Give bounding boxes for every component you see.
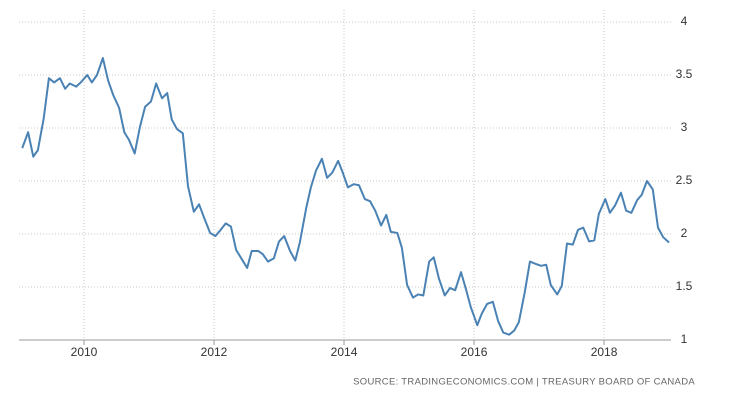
y-tick-label: 3.5 [676, 67, 693, 81]
y-tick-label: 2.5 [676, 173, 693, 187]
y-tick-label: 4 [681, 14, 688, 28]
y-tick-label: 1.5 [676, 279, 693, 293]
y-tick-label: 3 [681, 120, 688, 134]
x-tick-label: 2010 [71, 345, 98, 359]
y-tick-label: 2 [681, 226, 688, 240]
source-note: SOURCE: TRADINGECONOMICS.COM | TREASURY … [353, 377, 695, 388]
y-tick-label: 1 [681, 332, 688, 346]
x-tick-label: 2014 [331, 345, 358, 359]
data-line [21, 57, 670, 336]
x-tick-label: 2012 [201, 345, 228, 359]
x-tick-label: 2016 [461, 345, 488, 359]
x-tick-label: 2018 [591, 345, 618, 359]
